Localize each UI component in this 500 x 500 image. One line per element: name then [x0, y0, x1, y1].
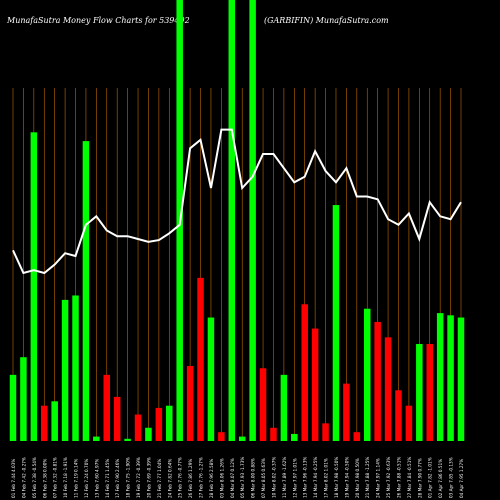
money-flow-bar	[301, 304, 308, 441]
money-flow-bar	[134, 414, 142, 441]
money-flow-bar	[259, 368, 267, 441]
x-tick-label: 28 Mar 7.90 0.77%	[417, 458, 422, 498]
x-tick-label: 01 Apr 7.82 -1.01%	[428, 457, 433, 498]
money-flow-bar	[353, 432, 361, 441]
money-flow-bar	[322, 423, 329, 441]
x-tick-label: 18 Feb 7.75 -1.90%	[126, 457, 131, 498]
x-tick-label: 17 Mar 8.02 1.01%	[324, 458, 329, 498]
money-flow-bar	[228, 0, 236, 441]
x-tick-label: 21 Feb 7.77 1.04%	[157, 459, 162, 498]
x-tick-label: 14 Mar 7.94 -0.25%	[313, 457, 318, 498]
money-flow-bar	[343, 383, 350, 441]
x-tick-label: 28 Feb 7.96 2.58%	[209, 459, 214, 498]
x-tick-label: 06 Feb 7.38 0.00%	[42, 459, 47, 498]
x-tick-label: 17 Feb 7.90 2.46%	[115, 459, 120, 498]
x-tick-label: 03 Mar 8.06 1.26%	[219, 458, 224, 498]
money-flow-bar	[124, 438, 131, 441]
chart-title-left: MunafaSutra Money Flow Charts for 539492	[7, 16, 190, 25]
money-flow-bar	[197, 277, 204, 441]
x-tick-label: 25 Mar 7.92 -0.63%	[386, 457, 391, 498]
x-tick-label: 19 Feb 7.72 -0.39%	[136, 457, 141, 498]
x-tick-label: 07 Mar 8.05 0.63%	[261, 458, 266, 498]
x-tick-label: 26 Feb 7.86 1.29%	[188, 459, 193, 498]
chart-header: MunafaSutra Money Flow Charts for 539492…	[0, 0, 500, 40]
x-tick-label: 13 Mar 7.96 -0.13%	[303, 457, 308, 498]
x-tick-label: 20 Feb 7.69 -0.39%	[146, 457, 151, 498]
money-flow-bar	[436, 313, 444, 441]
money-flow-bar	[72, 295, 79, 441]
chart-title-right: (GARBIFIN) MunafaSutra.com	[264, 16, 389, 25]
money-flow-bar	[363, 308, 371, 441]
money-flow-bar	[238, 436, 246, 441]
money-flow-bar	[145, 427, 152, 441]
x-tick-label: 24 Feb 7.82 0.64%	[167, 459, 172, 498]
money-flow-bar	[103, 374, 111, 441]
x-tick-label: 24 Mar 7.97 1.14%	[376, 458, 381, 498]
money-flow-bar	[82, 141, 90, 441]
x-tick-label: 12 Feb 7.24 0.70%	[84, 459, 89, 498]
money-flow-bar	[374, 321, 381, 441]
money-flow-bar	[249, 0, 256, 441]
money-flow-bar	[280, 374, 288, 441]
x-tick-label: 18 Mar 7.98 -0.50%	[334, 457, 339, 498]
money-flow-bar	[186, 366, 194, 441]
money-flow-bar	[426, 343, 433, 441]
money-flow-bar	[291, 433, 298, 441]
money-flow-bar	[166, 405, 173, 441]
price-line	[12, 128, 462, 275]
money-flow-bar	[30, 132, 38, 442]
money-flow-bar	[384, 337, 392, 441]
money-flow-bar	[51, 401, 58, 441]
money-flow-bar	[20, 357, 27, 441]
money-flow-bar	[270, 427, 277, 441]
x-tick-label: 12 Mar 7.97 1.01%	[292, 458, 297, 498]
x-tick-label: 19 Mar 7.94 -0.50%	[344, 457, 349, 498]
money-flow-bar	[41, 405, 48, 441]
money-flow-bar	[332, 205, 340, 441]
x-tick-label: 04 Apr 7.95 1.27%	[459, 459, 464, 498]
x-tick-label: 13 Feb 7.60 4.97%	[94, 459, 99, 498]
x-tick-label: 06 Mar 8.00 0.88%	[251, 458, 256, 498]
x-tick-label: 07 Feb 7.32 -0.81%	[53, 457, 58, 498]
x-tick-label: 20 Mar 7.98 0.50%	[355, 458, 360, 498]
x-tick-label: 25 Feb 7.76 -0.77%	[178, 457, 183, 498]
x-tick-label: 27 Mar 7.84 -0.51%	[407, 457, 412, 498]
x-tick-label: 14 Feb 7.71 1.45%	[105, 459, 110, 498]
money-flow-bar	[9, 374, 17, 441]
x-tick-label: 04 Mar 8.07 0.12%	[230, 458, 235, 498]
x-tick-label: 27 Feb 7.76 -1.27%	[199, 457, 204, 498]
money-flow-bar	[447, 315, 454, 441]
x-tick-label: 11 Feb 7.19 0.14%	[74, 459, 79, 498]
money-flow-bar	[93, 436, 100, 441]
money-flow-bar	[61, 299, 69, 441]
x-tick-label: 11 Mar 7.89 -1.62%	[282, 457, 287, 498]
money-flow-bar	[218, 432, 225, 441]
x-tick-label: 03 Apr 7.85 -0.13%	[449, 457, 454, 498]
money-flow-bar	[311, 328, 319, 441]
x-tick-label: 01 Feb 7.44 4.03%	[11, 459, 16, 498]
x-tick-label: 05 Feb 7.38 -0.54%	[32, 457, 37, 498]
money-flow-bar	[405, 405, 413, 441]
x-tick-label: 10 Mar 8.02 -0.37%	[272, 457, 277, 498]
x-tick-label: 21 Mar 7.88 -1.25%	[365, 457, 370, 498]
x-tick-label: 05 Mar 7.93 -1.73%	[240, 457, 245, 498]
x-tick-label: 26 Mar 7.88 -0.51%	[397, 457, 402, 498]
money-flow-bar	[395, 390, 402, 441]
x-tick-label: 02 Apr 7.86 0.51%	[438, 459, 443, 498]
money-flow-bar	[416, 343, 423, 441]
money-flow-bar	[207, 317, 215, 441]
money-flow-bar	[457, 317, 465, 441]
money-flow-bar	[155, 407, 163, 441]
x-tick-label: 10 Feb 7.18 -1.91%	[63, 457, 68, 498]
x-tick-label: 04 Feb 7.42 -0.27%	[21, 457, 26, 498]
money-flow-bar	[113, 396, 121, 441]
